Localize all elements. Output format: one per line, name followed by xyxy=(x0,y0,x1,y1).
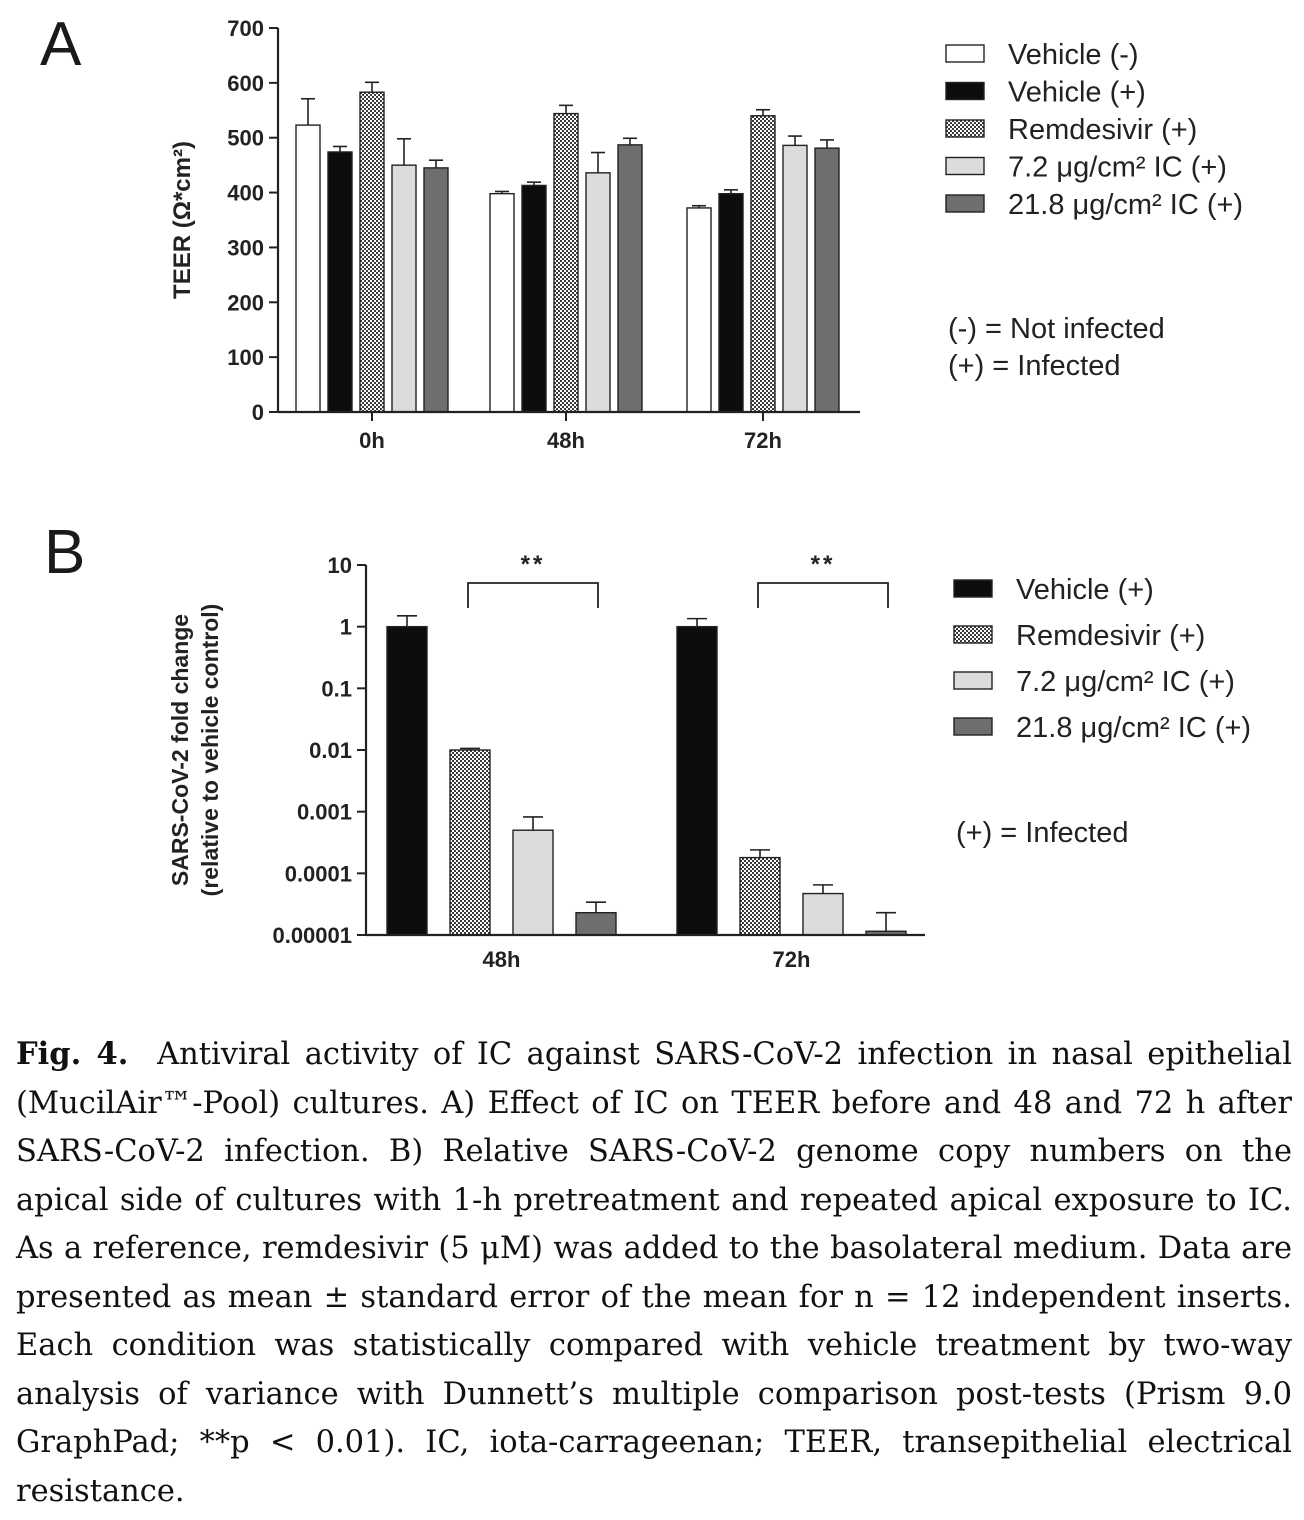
y-tick-label: 0.00001 xyxy=(272,923,352,948)
legend-a: Vehicle (-) Vehicle (+) Remdesivir (+) 7.2 … xyxy=(945,39,1243,382)
chart-a: 0 100 200 300 400 500 600 700 0h 48h 72h TEER (Ω*cm… xyxy=(169,16,860,453)
legend-swatch xyxy=(953,625,993,644)
x-tick-label: 48h xyxy=(483,947,521,972)
legend-note: (+) = Infected xyxy=(956,817,1129,849)
y-tick-label: 0 xyxy=(252,400,264,425)
y-tick-label: 0.1 xyxy=(321,676,352,701)
bar xyxy=(521,184,547,413)
legend-swatch xyxy=(945,119,985,138)
y-tick-label: 10 xyxy=(328,553,352,578)
legend-swatch xyxy=(953,671,993,690)
bar xyxy=(585,172,611,413)
bar xyxy=(386,625,428,936)
y-axis-label-line-2: (relative to vehicle control) xyxy=(197,604,223,897)
x-tick-label: 72h xyxy=(744,428,782,453)
x-tick-label: 72h xyxy=(773,947,811,972)
bar xyxy=(718,192,744,413)
y-tick-label: 700 xyxy=(227,16,264,41)
legend-label: Vehicle (-) xyxy=(1008,39,1139,71)
caption-text: Antiviral activity of IC against SARS-Co… xyxy=(16,1037,1292,1509)
y-tick-label: 0.0001 xyxy=(285,861,352,886)
bar xyxy=(391,164,417,413)
y-tick-label: 300 xyxy=(227,235,264,260)
bar xyxy=(739,856,781,936)
y-tick-label: 400 xyxy=(227,181,264,206)
significance-bracket xyxy=(467,582,599,608)
significance-bracket xyxy=(757,582,889,608)
bar xyxy=(802,892,844,936)
chart-b: ** ** 0.00001 0.0001 0.001 0.01 0.1 1 10 48h 72h SA… xyxy=(167,551,925,972)
x-tick-label: 0h xyxy=(359,428,385,453)
x-tick-label: 48h xyxy=(547,428,585,453)
bar xyxy=(327,151,353,413)
figure-charts: 0 100 200 300 400 500 600 700 0h 48h 72h TEER (Ω*cm… xyxy=(167,16,1251,972)
y-axis-label-line-1: SARS-CoV-2 fold change xyxy=(167,614,193,886)
caption-label: Fig. 4. xyxy=(16,1036,129,1072)
legend-note: (-) = Not infected xyxy=(948,313,1165,345)
bar xyxy=(553,112,579,413)
bar xyxy=(814,147,840,413)
legend-label: 7.2 μg/cm² IC (+) xyxy=(1008,152,1227,184)
significance-label: ** xyxy=(521,551,546,578)
bar xyxy=(750,115,776,413)
bar xyxy=(782,144,808,413)
y-tick-label: 500 xyxy=(227,126,264,151)
legend-swatch xyxy=(945,156,985,176)
bar xyxy=(686,207,712,413)
y-tick-label: 100 xyxy=(227,345,264,370)
bar xyxy=(423,167,449,413)
legend-note: (+) = Infected xyxy=(948,350,1121,382)
bar xyxy=(359,91,385,413)
legend-label: Vehicle (+) xyxy=(1016,574,1154,606)
y-tick-label: 1 xyxy=(340,615,352,640)
y-tick-label: 600 xyxy=(227,71,264,96)
y-tick-label: 200 xyxy=(227,290,264,315)
legend-label: 21.8 μg/cm² IC (+) xyxy=(1016,712,1251,744)
bar xyxy=(512,829,554,936)
legend-label: Vehicle (+) xyxy=(1008,77,1146,109)
y-tick-label: 0.001 xyxy=(297,800,352,825)
panel-b-letter: B xyxy=(44,518,86,587)
legend-swatch xyxy=(953,717,993,736)
legend-label: 7.2 μg/cm² IC (+) xyxy=(1016,666,1235,698)
bar xyxy=(449,749,491,936)
bar xyxy=(489,192,515,413)
bar xyxy=(676,625,718,936)
panel-a-letter: A xyxy=(40,10,82,79)
legend-label: Remdesivir (+) xyxy=(1016,620,1205,652)
legend-label: 21.8 μg/cm² IC (+) xyxy=(1008,189,1243,221)
y-tick-label: 0.01 xyxy=(309,738,352,763)
y-axis-label: SARS-CoV-2 fold change (relative to vehic… xyxy=(167,604,223,897)
legend-swatch xyxy=(953,579,993,598)
bar xyxy=(295,124,321,413)
bar xyxy=(575,911,617,936)
legend-swatch xyxy=(945,194,985,213)
bar xyxy=(617,144,643,413)
legend-b: Vehicle (+) Remdesivir (+) 7.2 μg/cm² IC (… xyxy=(953,574,1251,849)
figure-caption: Fig. 4. Antiviral activity of IC against… xyxy=(16,1030,1292,1516)
legend-label: Remdesivir (+) xyxy=(1008,114,1197,146)
significance-label: ** xyxy=(811,551,836,578)
legend-swatch xyxy=(945,44,985,63)
y-axis-label: TEER (Ω*cm²) xyxy=(169,141,196,299)
legend-swatch xyxy=(945,81,985,101)
